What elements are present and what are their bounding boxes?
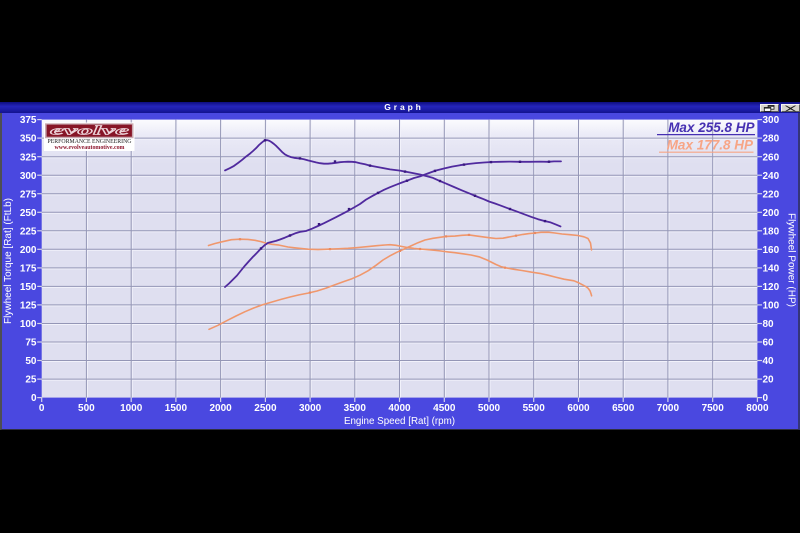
svg-text:3500: 3500 <box>344 403 367 414</box>
svg-text:300: 300 <box>763 115 780 126</box>
svg-text:25: 25 <box>25 375 37 386</box>
svg-text:7000: 7000 <box>657 403 680 414</box>
svg-text:240: 240 <box>763 171 780 182</box>
svg-text:160: 160 <box>763 245 780 256</box>
svg-text:120: 120 <box>763 282 780 293</box>
svg-text:PERFORMANCE ENGINEERING: PERFORMANCE ENGINEERING <box>48 138 132 145</box>
svg-text:140: 140 <box>763 264 780 275</box>
svg-text:100: 100 <box>763 301 780 312</box>
svg-text:Flywheel Torque [Rat] (FtLb): Flywheel Torque [Rat] (FtLb) <box>3 198 14 324</box>
svg-text:0: 0 <box>31 393 37 404</box>
svg-text:100: 100 <box>20 319 37 330</box>
svg-text:Max 177.8 HP: Max 177.8 HP <box>667 137 754 152</box>
svg-text:350: 350 <box>20 134 37 145</box>
svg-text:250: 250 <box>20 208 37 219</box>
svg-text:300: 300 <box>20 171 37 182</box>
svg-text:1500: 1500 <box>165 403 188 414</box>
svg-text:1000: 1000 <box>120 403 143 414</box>
svg-text:4000: 4000 <box>388 403 411 414</box>
svg-text:3000: 3000 <box>299 403 322 414</box>
svg-text:275: 275 <box>20 189 37 200</box>
svg-text:280: 280 <box>763 134 780 145</box>
svg-text:0: 0 <box>763 393 769 404</box>
svg-text:80: 80 <box>763 319 775 330</box>
svg-text:200: 200 <box>763 208 780 219</box>
svg-text:8000: 8000 <box>746 403 769 414</box>
svg-text:Max 255.8 HP: Max 255.8 HP <box>668 120 755 135</box>
svg-text:200: 200 <box>20 245 37 256</box>
svg-text:325: 325 <box>20 152 37 163</box>
svg-text:0: 0 <box>39 403 45 414</box>
svg-text:500: 500 <box>78 403 95 414</box>
svg-text:5000: 5000 <box>478 403 501 414</box>
svg-text:40: 40 <box>763 356 775 367</box>
svg-text:220: 220 <box>763 189 780 200</box>
svg-text:4500: 4500 <box>433 403 456 414</box>
svg-text:Engine Speed [Rat] (rpm): Engine Speed [Rat] (rpm) <box>344 416 455 427</box>
svg-text:175: 175 <box>20 264 37 275</box>
svg-text:2500: 2500 <box>254 403 277 414</box>
svg-text:20: 20 <box>763 375 775 386</box>
svg-text:6000: 6000 <box>567 403 590 414</box>
svg-text:180: 180 <box>763 226 780 237</box>
svg-text:7500: 7500 <box>702 403 725 414</box>
svg-text:Flywheel Power (HP): Flywheel Power (HP) <box>786 213 797 307</box>
svg-text:75: 75 <box>25 338 37 349</box>
svg-text:260: 260 <box>763 152 780 163</box>
svg-text:60: 60 <box>763 338 775 349</box>
svg-text:6500: 6500 <box>612 403 635 414</box>
svg-text:www.evolveautomotive.com: www.evolveautomotive.com <box>55 145 125 151</box>
svg-text:225: 225 <box>20 226 37 237</box>
svg-text:2000: 2000 <box>209 403 232 414</box>
svg-text:5500: 5500 <box>523 403 546 414</box>
svg-text:150: 150 <box>20 282 37 293</box>
svg-text:375: 375 <box>20 115 37 126</box>
svg-text:50: 50 <box>25 356 37 367</box>
svg-text:125: 125 <box>20 301 37 312</box>
svg-text:evolve: evolve <box>50 123 130 138</box>
